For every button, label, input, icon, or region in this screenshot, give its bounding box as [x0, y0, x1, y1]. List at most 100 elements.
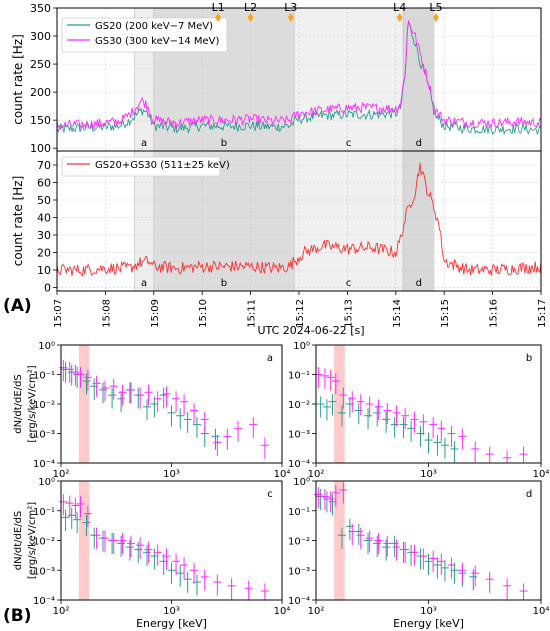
series-line-1 [56, 20, 542, 131]
spectrum-panel-b: 10² 10³ 10⁴ 10⁻⁴ 10⁻³ 10⁻² 10⁻¹ 10⁰ b [288, 341, 549, 480]
marker-diamond-L3 [287, 13, 294, 22]
x-tick-label: 15:13 [343, 299, 354, 328]
y-tick-label: 10⁻² [33, 400, 55, 411]
spectrum-panel-d: 10² 10³ 10⁴ 10⁻⁴ 10⁻³ 10⁻² 10⁻¹ 10⁰ d Energy [keV… [288, 477, 549, 630]
y-tick-label: 10⁻¹ [33, 371, 55, 382]
spectrum-panel-label: c [267, 489, 273, 500]
spectrum-ylabel-units: [erg/s/keV/cm²] [27, 502, 38, 579]
y-tick-label: 10⁻¹ [288, 507, 310, 518]
interval-label-c: c [346, 278, 352, 289]
band-511-kev [78, 481, 90, 600]
panel-label-a: (A) [3, 296, 32, 316]
y-tick-label: 10 [37, 264, 51, 277]
y-tick-label: 10⁻² [33, 537, 55, 548]
marker-diamond-L4 [396, 13, 403, 22]
spectrum-xlabel: Energy [keV] [136, 617, 207, 630]
y-tick-label: 10⁻¹ [33, 507, 55, 518]
time-axis-label: UTC 2024-06-22 [s] [257, 324, 364, 337]
y-axis-label: count rate [Hz] [11, 34, 25, 125]
y-tick-label: 10⁻⁴ [288, 596, 310, 607]
y-tick-label: 60 [37, 177, 51, 190]
marker-diamond-L2 [247, 13, 254, 22]
x-tick-label: 10³ [420, 606, 437, 617]
y-tick-label: 10⁻³ [288, 566, 310, 577]
marker-label-L3: L3 [284, 1, 297, 14]
x-tick-label: 15:08 [101, 299, 112, 328]
x-tick-label: 10³ [163, 469, 180, 480]
interval-label-d: d [416, 278, 422, 289]
y-tick-label: 10⁻¹ [288, 371, 310, 382]
y-tick-label: 10⁰ [293, 341, 310, 352]
interval-label-b: b [221, 138, 227, 149]
y-tick-label: 10⁻⁴ [288, 459, 310, 470]
marker-label-L4: L4 [393, 1, 406, 14]
interval-label-c: c [346, 138, 352, 149]
series-line-0 [56, 162, 542, 277]
series-line-0 [56, 21, 542, 136]
bottom-panel: 0 10 20 30 40 50 60 70 a b c d count rate [Hz] GS20+G… [11, 150, 542, 295]
legend-box [61, 156, 221, 177]
y-tick-label: 100 [30, 142, 51, 155]
y-tick-label: 10⁻⁴ [33, 596, 55, 607]
spectrum-panel-label: b [526, 353, 532, 364]
spectra-panels: 10² 10³ 10⁴10⁻⁴10⁻³10⁻²10⁻¹10⁰adN/dt/dE/dS… [13, 341, 549, 630]
x-tick-label: 10⁴ [274, 606, 291, 617]
y-tick-label: 10⁻³ [288, 430, 310, 441]
marker-label-L1: L1 [212, 1, 225, 14]
x-tick-label: 15:14 [392, 299, 403, 328]
x-tick-label: 10⁴ [274, 469, 291, 480]
band-511-kev [78, 345, 90, 463]
y-tick-label: 0 [44, 282, 51, 295]
y-tick-label: 350 [30, 2, 51, 15]
interval-shade-c [294, 151, 404, 291]
legend-entry: GS20 (200 keV−7 MeV) [95, 21, 213, 32]
x-tick-label: 10² [308, 469, 325, 480]
spectrum-frame [60, 344, 283, 464]
x-tick-label: 10³ [420, 469, 437, 480]
marker-label-L2: L2 [244, 1, 257, 14]
x-tick-label: 15:07 [53, 299, 64, 328]
spectrum-panel-label: a [267, 353, 273, 364]
y-tick-label: 30 [37, 229, 51, 242]
x-tick-label: 15:11 [247, 299, 258, 328]
spectrum-panel-label: d [526, 489, 532, 500]
y-tick-label: 10⁻⁴ [33, 459, 55, 470]
spectrum-ylabel-units: [erg/s/keV/cm²] [27, 365, 38, 442]
legend-box [61, 17, 228, 53]
y-tick-label: 10⁻² [288, 400, 310, 411]
x-tick-label: 10² [308, 606, 325, 617]
band-511-kev [334, 345, 345, 463]
interval-label-d: d [416, 138, 422, 149]
time-axis: 15:07 15:08 15:09 15:10 15:11 15:12 15:13 15:14… [53, 291, 548, 328]
y-tick-label: 200 [30, 86, 51, 99]
y-tick-label: 300 [30, 30, 51, 43]
y-tick-label: 250 [30, 58, 51, 71]
y-tick-label: 10⁰ [293, 477, 310, 488]
spectrum-ylabel: dN/dt/dE/dS [13, 511, 24, 571]
y-tick-label: 20 [37, 247, 51, 260]
interval-label-a: a [141, 278, 147, 289]
y-tick-label: 10⁰ [38, 477, 55, 488]
interval-shade-a [134, 151, 154, 291]
x-tick-label: 10⁴ [533, 469, 550, 480]
marker-diamond-L1 [215, 13, 222, 22]
y-tick-label: 150 [30, 114, 51, 127]
legend-entry: GS30 (300 keV−14 MeV) [95, 36, 219, 47]
interval-label-a: a [141, 138, 147, 149]
legend-entry: GS20+GS30 (511±25 keV) [95, 160, 230, 171]
x-tick-label: 15:09 [150, 299, 161, 328]
x-tick-label: 10⁴ [533, 606, 550, 617]
spectrum-panel-a: 10² 10³ 10⁴ 10⁻⁴ 10⁻³ 10⁻² 10⁻¹ 10⁰ a dN/dt/dE/dS… [13, 341, 290, 480]
y-tick-label: 10⁻³ [33, 430, 55, 441]
x-tick-label: 10² [53, 606, 70, 617]
spectrum-ylabel: dN/dt/dE/dS [13, 374, 24, 434]
x-tick-label: 15:12 [295, 299, 306, 328]
y-tick-label: 50 [37, 194, 51, 207]
top-panel: 100 150 200 250 300 350 a b c d count rate [Hz] GS2… [11, 1, 542, 155]
y-tick-label: 10⁰ [38, 341, 55, 352]
interval-shade-d [403, 8, 435, 151]
y-tick-label: 70 [37, 159, 51, 172]
spectrum-xlabel: Energy [keV] [393, 617, 464, 630]
x-tick-label: 10² [53, 469, 70, 480]
